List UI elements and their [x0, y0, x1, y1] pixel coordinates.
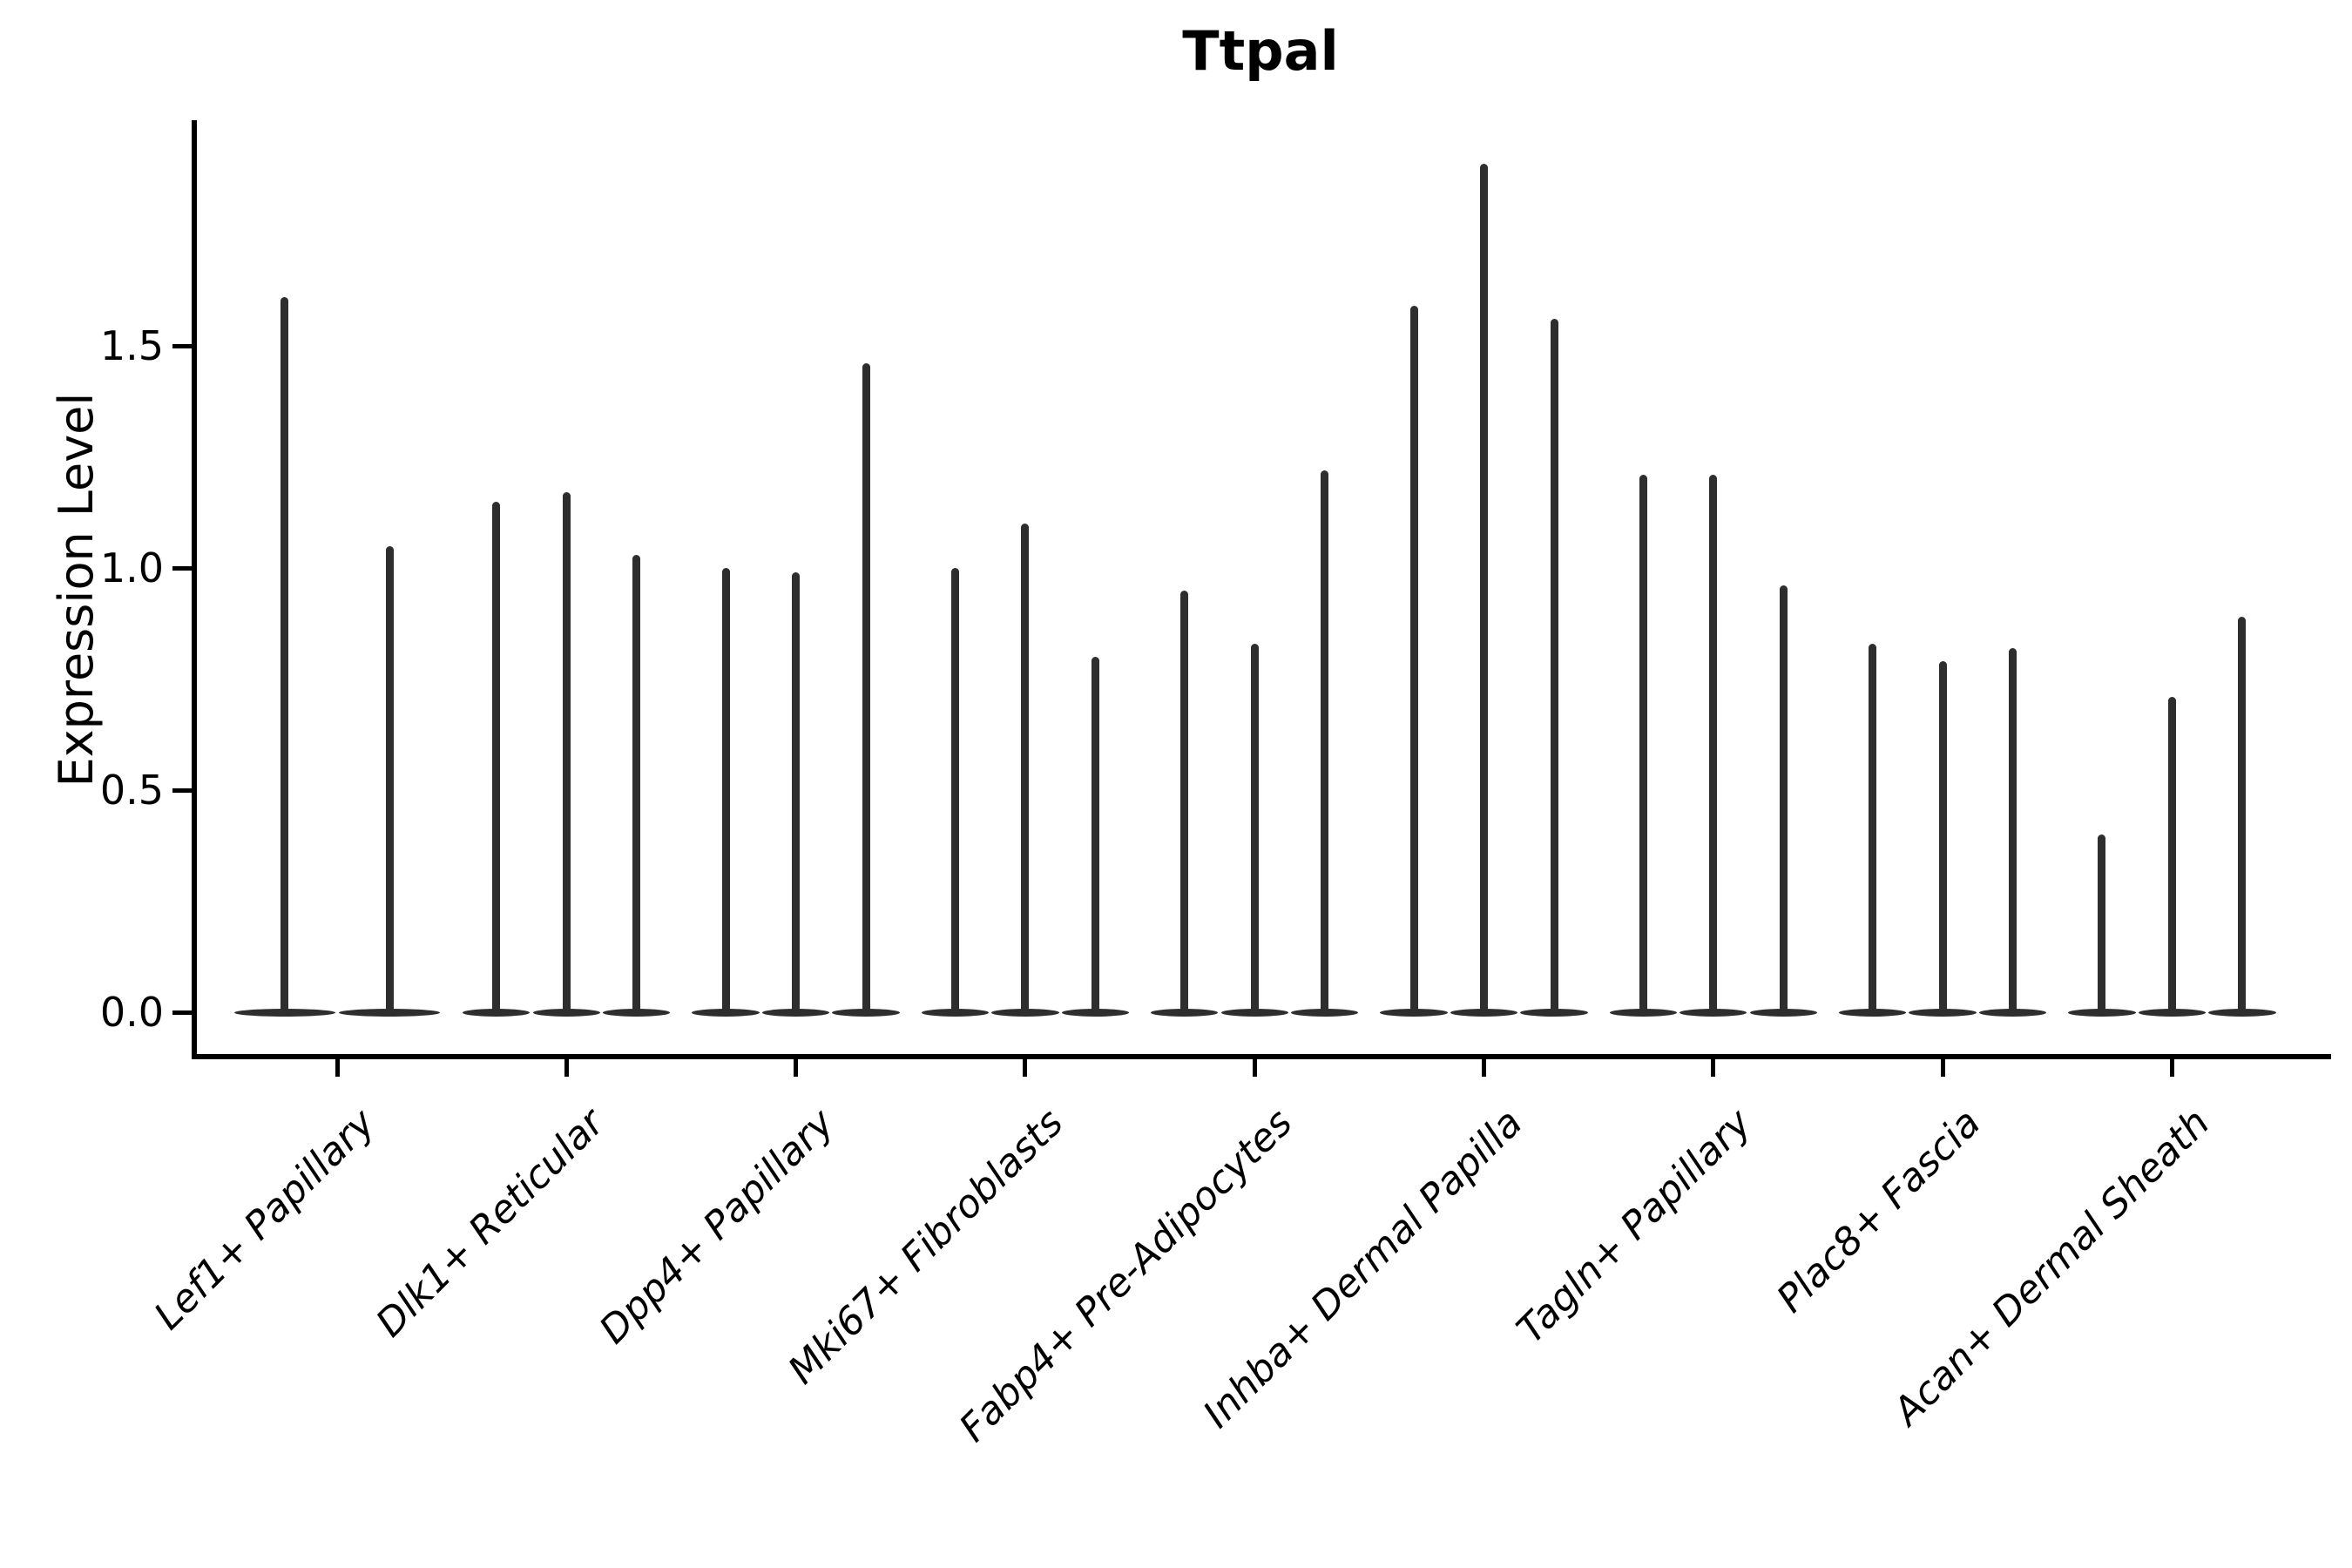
violin-base — [1380, 1008, 1448, 1017]
violin-spike — [1321, 470, 1329, 1012]
y-tick-label: 1.5 — [99, 322, 164, 369]
violin-base — [1061, 1008, 1130, 1017]
x-tick-mark — [1252, 1054, 1257, 1077]
violin-base — [1838, 1008, 1907, 1017]
violin-base — [1609, 1008, 1677, 1017]
violin-spike — [1869, 643, 1877, 1012]
violin-base — [1909, 1008, 1977, 1017]
x-tick-label: Inhba+ Dermal Papilla — [1194, 1100, 1531, 1437]
violin-spike — [280, 296, 289, 1012]
violin-spike — [1550, 319, 1558, 1012]
x-tick-mark — [1023, 1054, 1028, 1077]
x-tick-label: Dpp4+ Papillary — [591, 1100, 843, 1353]
violin-base — [832, 1008, 900, 1017]
violin-base — [463, 1008, 531, 1017]
violin-base — [692, 1008, 760, 1017]
x-axis-spine — [192, 1054, 2331, 1059]
y-tick-mark — [172, 1010, 192, 1015]
violin-base — [991, 1008, 1059, 1017]
y-tick-mark — [172, 565, 192, 571]
y-axis-spine — [192, 120, 197, 1059]
violin-spike — [1639, 474, 1647, 1012]
violin-base — [1520, 1008, 1588, 1017]
x-tick-label: Acan+ Dermal Sheath — [1885, 1100, 2219, 1435]
x-tick-label: Tagln+ Papillary — [1508, 1100, 1761, 1353]
violin-spike — [562, 492, 571, 1012]
violin-base — [2208, 1008, 2276, 1017]
chart-title: Ttpal — [1182, 19, 1339, 83]
violin-spike — [2238, 617, 2247, 1012]
violin-base — [761, 1008, 830, 1017]
y-tick-label: 1.0 — [99, 544, 164, 591]
x-tick-label: Dlk1+ Reticular — [368, 1100, 613, 1346]
x-tick-label: Plac8+ Fascia — [1768, 1100, 1990, 1321]
violin-base — [921, 1008, 990, 1017]
violin-spike — [1938, 661, 1947, 1012]
violin-spike — [2098, 835, 2106, 1012]
violin-spike — [862, 363, 870, 1012]
violin-base — [1291, 1008, 1359, 1017]
violin-spike — [1250, 643, 1259, 1012]
y-tick-mark — [172, 343, 192, 348]
violin-spike — [1480, 163, 1488, 1012]
violin-base — [532, 1008, 600, 1017]
x-tick-mark — [564, 1054, 569, 1077]
violin-spike — [1180, 590, 1189, 1012]
violin-base — [2138, 1008, 2207, 1017]
violin-base — [603, 1008, 671, 1017]
violin-spike — [1409, 306, 1418, 1012]
violin-base — [1749, 1008, 1817, 1017]
violin-spike — [632, 554, 641, 1012]
violin-base — [1450, 1008, 1518, 1017]
violin-spike — [1091, 657, 1099, 1012]
violin-base — [1220, 1008, 1288, 1017]
violin-spike — [792, 572, 801, 1012]
y-axis-label: Expression Level — [49, 392, 104, 787]
x-tick-mark — [1711, 1054, 1716, 1077]
x-tick-mark — [1482, 1054, 1486, 1077]
x-tick-mark — [1940, 1054, 1945, 1077]
violin-spike — [2009, 647, 2017, 1012]
violin-base — [1151, 1008, 1219, 1017]
violin-base — [1978, 1008, 2047, 1017]
violin-spike — [2167, 696, 2176, 1012]
violin-spike — [492, 501, 501, 1012]
violin-spike — [1021, 524, 1030, 1012]
violin-spike — [950, 568, 959, 1012]
violin-base — [233, 1008, 335, 1017]
violin-spike — [1709, 474, 1718, 1012]
x-tick-label: Fabp4+ Pre-Adipocytes — [950, 1100, 1301, 1451]
y-tick-label: 0.0 — [99, 989, 164, 1036]
violin-spike — [385, 545, 394, 1012]
violin-base — [339, 1008, 441, 1017]
violin-base — [2068, 1008, 2136, 1017]
x-tick-mark — [335, 1054, 340, 1077]
violin-spike — [721, 568, 730, 1012]
y-tick-mark — [172, 787, 192, 793]
violin-spike — [1779, 585, 1788, 1012]
x-tick-mark — [2169, 1054, 2174, 1077]
x-tick-label: Mki67+ Fibroblasts — [780, 1100, 1072, 1393]
y-tick-label: 0.5 — [99, 767, 164, 814]
x-tick-mark — [794, 1054, 799, 1077]
violin-base — [1680, 1008, 1747, 1017]
